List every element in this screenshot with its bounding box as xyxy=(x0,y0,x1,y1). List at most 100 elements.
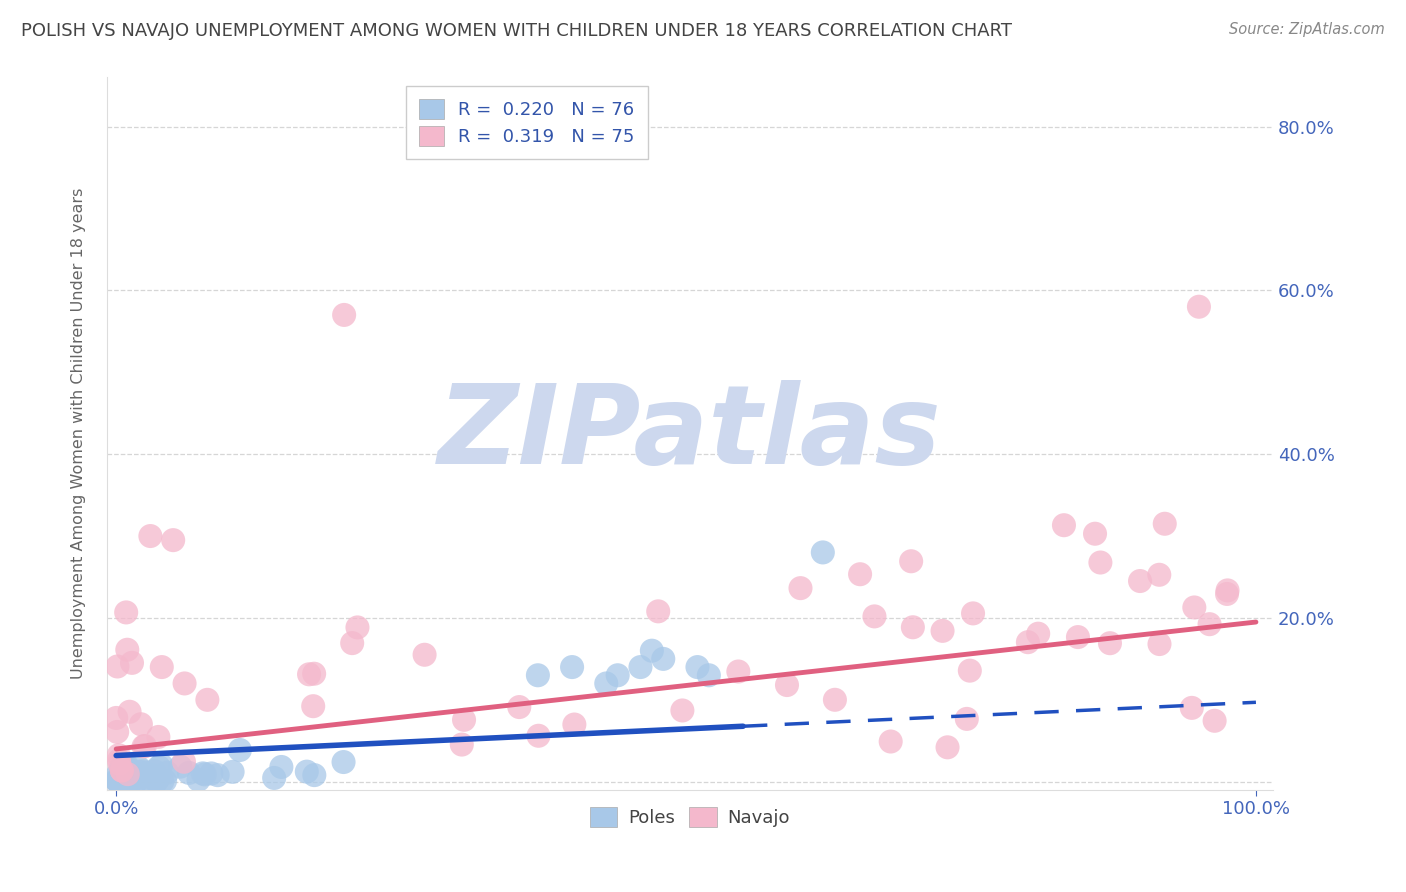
Point xyxy=(1204,714,1226,728)
Point xyxy=(145,772,167,787)
Point xyxy=(107,774,129,789)
Point xyxy=(108,756,131,771)
Point xyxy=(564,717,586,731)
Point xyxy=(105,773,128,788)
Point xyxy=(1149,567,1171,582)
Point xyxy=(195,693,218,707)
Point xyxy=(1053,518,1076,533)
Point xyxy=(776,678,799,692)
Point xyxy=(117,767,139,781)
Point xyxy=(811,545,834,559)
Point xyxy=(263,771,285,785)
Point xyxy=(132,739,155,754)
Point xyxy=(153,773,176,788)
Point xyxy=(229,743,252,757)
Point xyxy=(641,643,664,657)
Point xyxy=(156,765,179,780)
Point xyxy=(956,712,979,726)
Point xyxy=(727,665,749,679)
Point xyxy=(302,699,325,714)
Point xyxy=(332,755,354,769)
Point xyxy=(1216,587,1239,601)
Point xyxy=(107,659,129,673)
Point xyxy=(1129,574,1152,588)
Point xyxy=(1090,556,1112,570)
Point xyxy=(901,620,924,634)
Point xyxy=(647,604,669,618)
Point xyxy=(671,703,693,717)
Point xyxy=(111,764,134,778)
Point xyxy=(697,668,720,682)
Point xyxy=(686,660,709,674)
Point xyxy=(143,764,166,778)
Point xyxy=(221,764,243,779)
Point xyxy=(141,768,163,782)
Point xyxy=(177,765,200,780)
Point xyxy=(145,773,167,788)
Point xyxy=(132,764,155,779)
Text: ZIPatlas: ZIPatlas xyxy=(439,380,942,487)
Point xyxy=(346,620,368,634)
Point xyxy=(295,764,318,779)
Point xyxy=(121,773,143,788)
Point xyxy=(824,693,846,707)
Point xyxy=(789,581,811,595)
Point xyxy=(150,758,173,772)
Point xyxy=(298,667,321,681)
Point xyxy=(304,768,326,782)
Point xyxy=(1181,701,1204,715)
Point xyxy=(931,624,953,638)
Point xyxy=(135,766,157,780)
Point xyxy=(340,636,363,650)
Point xyxy=(139,529,162,543)
Point xyxy=(134,739,156,753)
Point xyxy=(150,660,173,674)
Text: POLISH VS NAVAJO UNEMPLOYMENT AMONG WOMEN WITH CHILDREN UNDER 18 YEARS CORRELATI: POLISH VS NAVAJO UNEMPLOYMENT AMONG WOME… xyxy=(21,22,1012,40)
Point xyxy=(527,668,550,682)
Point xyxy=(135,769,157,783)
Point xyxy=(453,713,475,727)
Point xyxy=(879,734,901,748)
Point xyxy=(112,772,135,786)
Point xyxy=(146,773,169,788)
Point xyxy=(108,753,131,767)
Point xyxy=(128,764,150,779)
Point xyxy=(1188,300,1211,314)
Point xyxy=(270,760,292,774)
Point xyxy=(148,730,170,744)
Point xyxy=(125,773,148,788)
Point xyxy=(105,711,128,725)
Point xyxy=(105,768,128,782)
Point xyxy=(962,607,984,621)
Point xyxy=(112,770,135,784)
Point xyxy=(162,533,184,548)
Point xyxy=(1149,637,1171,651)
Point xyxy=(150,774,173,789)
Point xyxy=(121,773,143,788)
Point xyxy=(1017,635,1039,649)
Point xyxy=(508,700,530,714)
Point xyxy=(527,729,550,743)
Point xyxy=(115,764,138,779)
Point xyxy=(118,774,141,789)
Point xyxy=(1026,626,1049,640)
Point xyxy=(114,763,136,777)
Point xyxy=(115,606,138,620)
Legend: Poles, Navajo: Poles, Navajo xyxy=(583,800,797,834)
Point xyxy=(595,676,617,690)
Point xyxy=(107,748,129,763)
Point xyxy=(118,763,141,777)
Point xyxy=(606,668,628,682)
Point xyxy=(200,766,222,780)
Point xyxy=(121,656,143,670)
Point xyxy=(191,766,214,780)
Point xyxy=(652,652,675,666)
Point xyxy=(105,772,128,787)
Point xyxy=(333,308,356,322)
Point xyxy=(120,772,142,786)
Point xyxy=(302,666,325,681)
Point xyxy=(1182,600,1205,615)
Point xyxy=(959,664,981,678)
Point xyxy=(121,770,143,784)
Point xyxy=(138,772,160,787)
